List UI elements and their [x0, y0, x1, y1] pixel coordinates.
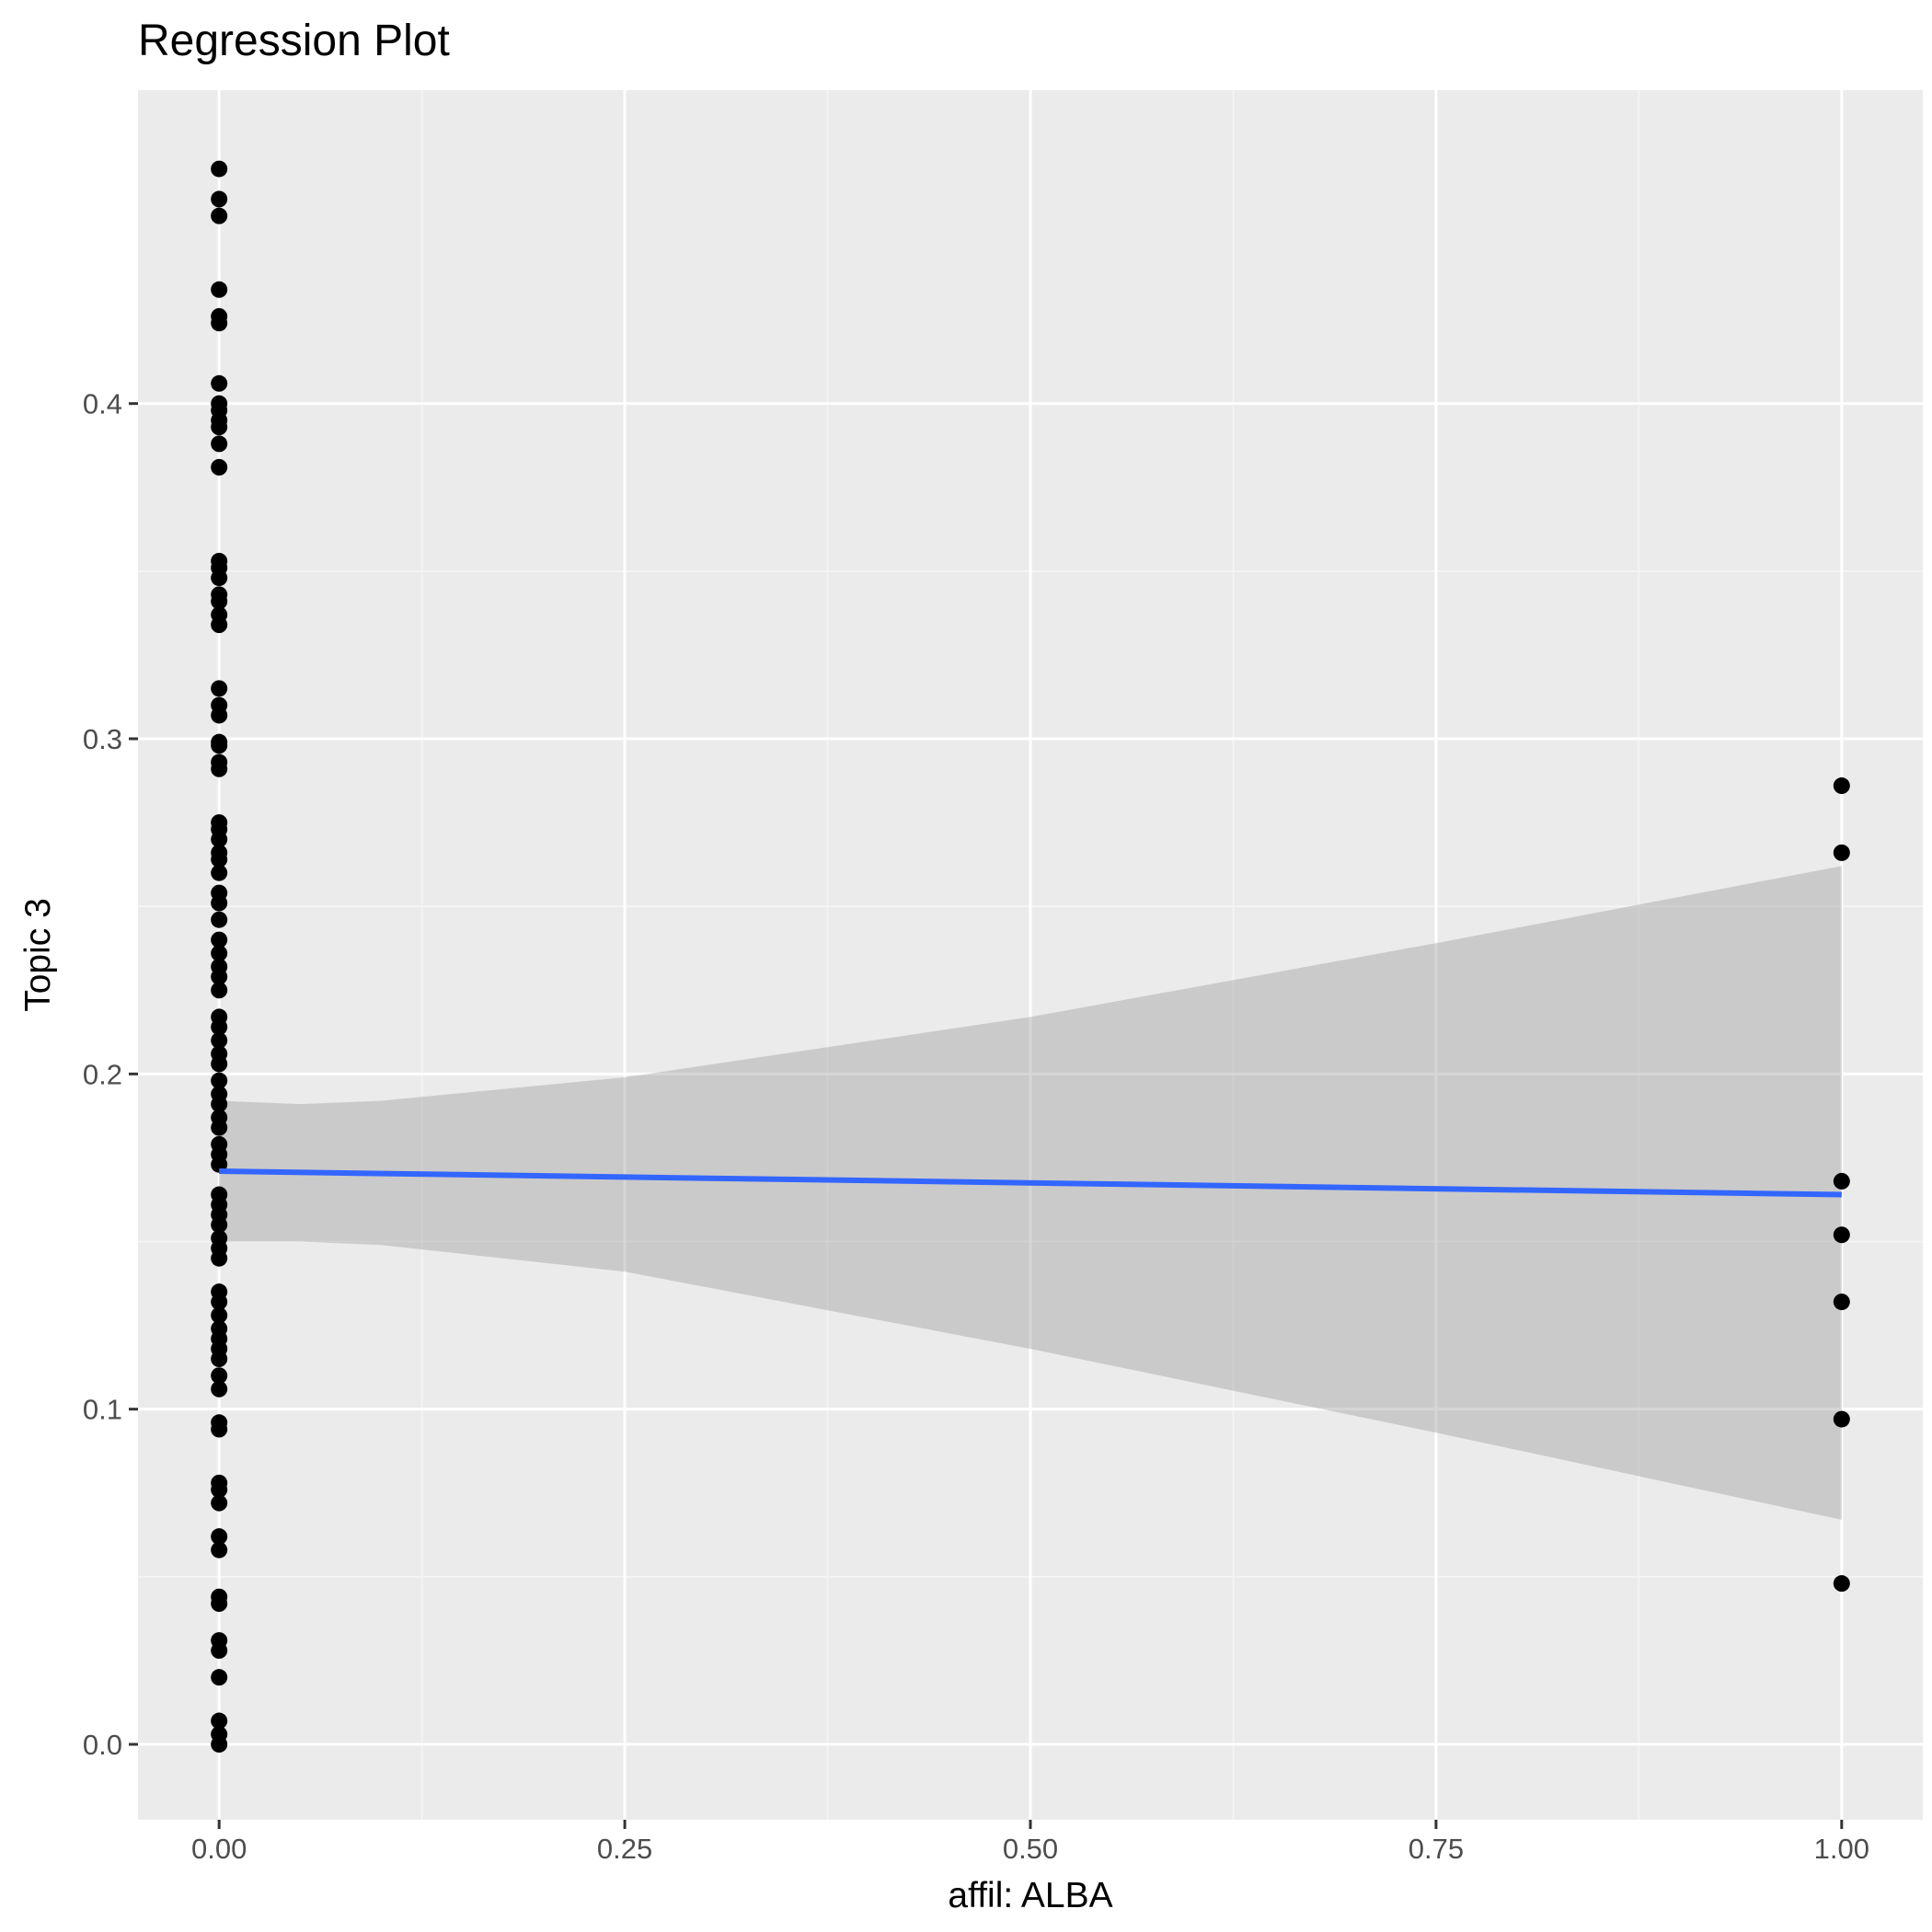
- data-point: [211, 1031, 228, 1049]
- data-point: [211, 911, 228, 928]
- y-axis-ticks: 0.0 0.1 0.2 0.3 0.4: [83, 388, 138, 1761]
- x-tick-label: 0.25: [597, 1833, 652, 1865]
- data-point: [211, 1216, 228, 1234]
- data-point: [1833, 844, 1850, 861]
- data-point: [1833, 1294, 1850, 1311]
- data-point: [1833, 1172, 1850, 1190]
- data-point: [211, 315, 228, 332]
- data-point: [211, 864, 228, 881]
- y-tick-label: 0.0: [83, 1729, 122, 1761]
- data-point: [211, 707, 228, 724]
- data-point: [211, 190, 228, 208]
- data-point: [211, 435, 228, 453]
- data-point: [1833, 777, 1850, 795]
- data-point: [211, 680, 228, 697]
- x-axis-ticks: 0.00 0.25 0.50 0.75 1.00: [191, 1820, 1869, 1865]
- data-point: [211, 1096, 228, 1113]
- x-axis-title: affil: ALBA: [948, 1876, 1112, 1915]
- data-point: [211, 1420, 228, 1438]
- data-point: [211, 1642, 228, 1660]
- x-tick-label: 1.00: [1814, 1833, 1869, 1865]
- data-point: [211, 569, 228, 587]
- data-point: [211, 1119, 228, 1136]
- y-tick-label: 0.1: [83, 1394, 122, 1426]
- confidence-band: [219, 866, 1842, 1520]
- data-point: [211, 1249, 228, 1267]
- data-point: [211, 419, 228, 436]
- y-tick-label: 0.4: [83, 388, 122, 420]
- data-point: [211, 458, 228, 476]
- data-points: [211, 160, 1850, 1754]
- data-point: [211, 851, 228, 868]
- data-point: [211, 281, 228, 298]
- data-point: [1833, 1575, 1850, 1593]
- x-tick-label: 0.75: [1409, 1833, 1464, 1865]
- data-point: [211, 1351, 228, 1368]
- data-point: [211, 160, 228, 178]
- y-axis-title: Topic 3: [18, 898, 58, 1012]
- data-point: [211, 374, 228, 392]
- data-point: [211, 1294, 228, 1311]
- data-point: [211, 1481, 228, 1499]
- data-point: [1833, 1226, 1850, 1244]
- data-point: [211, 1380, 228, 1397]
- data-point: [211, 592, 228, 610]
- data-point: [211, 968, 228, 985]
- data-point: [211, 831, 228, 848]
- data-point: [211, 1669, 228, 1686]
- data-point: [211, 1055, 228, 1073]
- data-point: [211, 1494, 228, 1512]
- data-point: [211, 1072, 228, 1089]
- data-point: [211, 1712, 228, 1730]
- data-point: [211, 207, 228, 224]
- chart-title: Regression Plot: [138, 17, 450, 65]
- data-point: [211, 1528, 228, 1546]
- y-tick-label: 0.2: [83, 1058, 122, 1090]
- data-point: [211, 1736, 228, 1754]
- data-point: [211, 931, 228, 949]
- data-point: [211, 760, 228, 777]
- data-point: [211, 737, 228, 754]
- y-tick-label: 0.3: [83, 723, 122, 755]
- data-point: [211, 1541, 228, 1558]
- data-point: [211, 1367, 228, 1385]
- x-tick-label: 0.50: [1003, 1833, 1058, 1865]
- x-tick-label: 0.00: [191, 1833, 247, 1865]
- data-point: [211, 1018, 228, 1036]
- data-point: [211, 1595, 228, 1612]
- data-point: [1833, 1410, 1850, 1428]
- data-point: [211, 616, 228, 634]
- data-point: [211, 982, 228, 999]
- data-point: [211, 1306, 228, 1324]
- regression-line: [219, 1168, 1842, 1198]
- data-point: [211, 894, 228, 912]
- data-point: [211, 945, 228, 962]
